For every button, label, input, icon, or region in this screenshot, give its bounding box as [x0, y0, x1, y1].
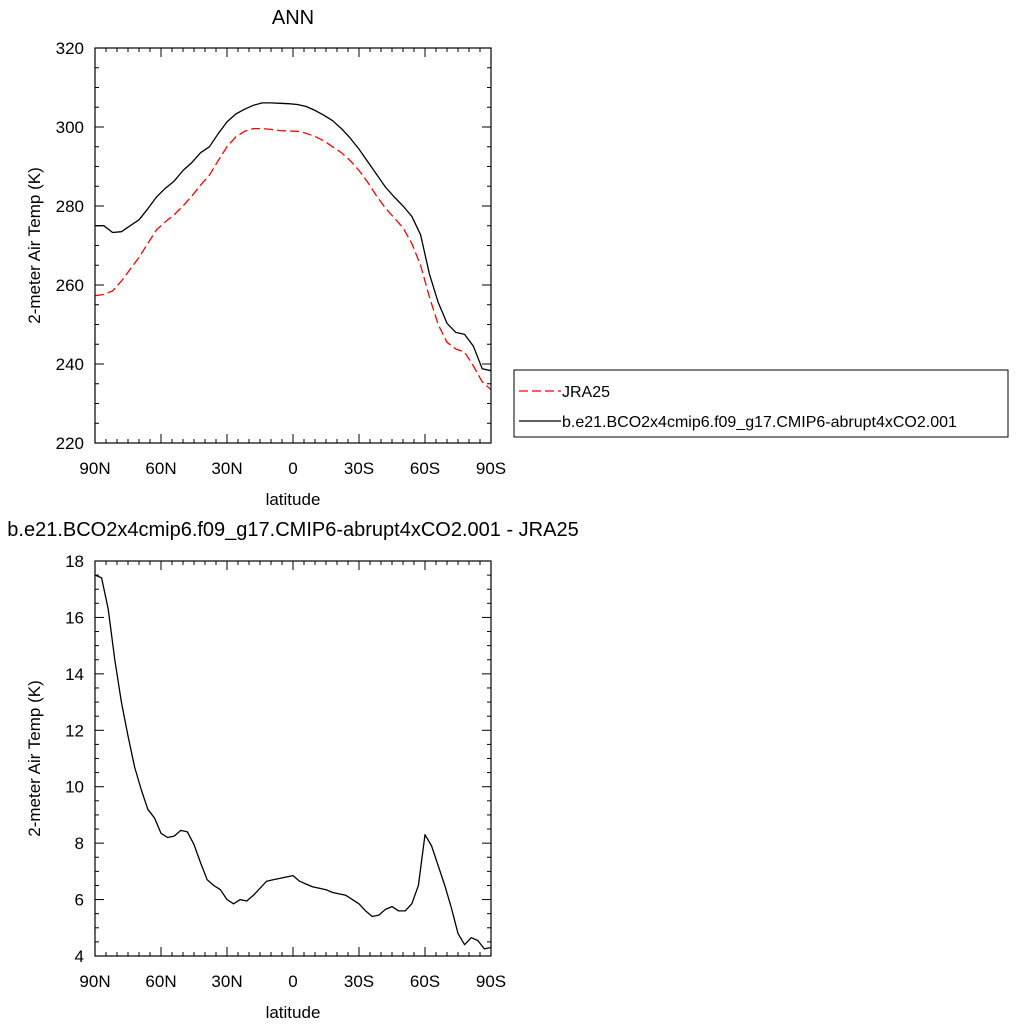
x-tick-label: 0 [288, 459, 297, 478]
y-tick-label: 14 [65, 665, 84, 684]
x-axis-label: latitude [266, 1003, 321, 1022]
y-tick-label: 320 [56, 39, 84, 58]
y-tick-label: 260 [56, 276, 84, 295]
x-tick-label: 60S [410, 459, 440, 478]
y-tick-label: 220 [56, 434, 84, 453]
x-tick-label: 90N [79, 459, 110, 478]
series-line-b-e21-bco2x4cmip6-f09-g17-cmip6-abrupt4xco2-001 [95, 102, 491, 372]
y-tick-label: 300 [56, 118, 84, 137]
x-tick-label: 30N [211, 972, 242, 991]
y-tick-label: 4 [75, 947, 84, 966]
y-tick-label: 12 [65, 721, 84, 740]
chart-title: b.e21.BCO2x4cmip6.f09_g17.CMIP6-abrupt4x… [7, 519, 578, 541]
y-tick-label: 16 [65, 608, 84, 627]
y-tick-label: 280 [56, 197, 84, 216]
y-tick-label: 8 [75, 834, 84, 853]
x-tick-label: 0 [288, 972, 297, 991]
x-tick-label: 60S [410, 972, 440, 991]
legend: JRA25 b.e21.BCO2x4cmip6.f09_g17.CMIP6-abr… [513, 369, 1009, 438]
x-tick-label: 30N [211, 459, 242, 478]
x-tick-label: 30S [344, 459, 374, 478]
x-tick-label: 60N [145, 972, 176, 991]
series-line-jra25 [95, 127, 491, 391]
x-tick-label: 90S [476, 972, 506, 991]
plot-frame [94, 47, 492, 444]
y-axis-label: 2-meter Air Temp (K) [25, 680, 44, 837]
series-line-0 [95, 574, 491, 950]
y-axis-label: 2-meter Air Temp (K) [25, 167, 44, 324]
plot-frame [94, 560, 492, 957]
y-tick-label: 10 [65, 778, 84, 797]
chart-difference: b.e21.BCO2x4cmip6.f09_g17.CMIP6-abrupt4x… [7, 519, 578, 1022]
x-tick-label: 30S [344, 972, 374, 991]
series-group [95, 102, 491, 391]
y-tick-label: 18 [65, 552, 84, 571]
legend-label: b.e21.BCO2x4cmip6.f09_g17.CMIP6-abrupt4x… [562, 414, 957, 431]
x-tick-label: 90S [476, 459, 506, 478]
chart-annual-mean: ANN 90N 60N 30N 0 30S 60S 90S 220 240 260 280 300 320… [25, 7, 1009, 509]
x-tick-label: 90N [79, 972, 110, 991]
x-axis-label: latitude [266, 490, 321, 509]
series-group [95, 574, 491, 950]
legend-box [513, 369, 1009, 438]
legend-label: JRA25 [562, 384, 610, 401]
y-tick-label: 240 [56, 355, 84, 374]
x-tick-label: 60N [145, 459, 176, 478]
chart-title: ANN [272, 7, 314, 29]
y-tick-label: 6 [75, 891, 84, 910]
